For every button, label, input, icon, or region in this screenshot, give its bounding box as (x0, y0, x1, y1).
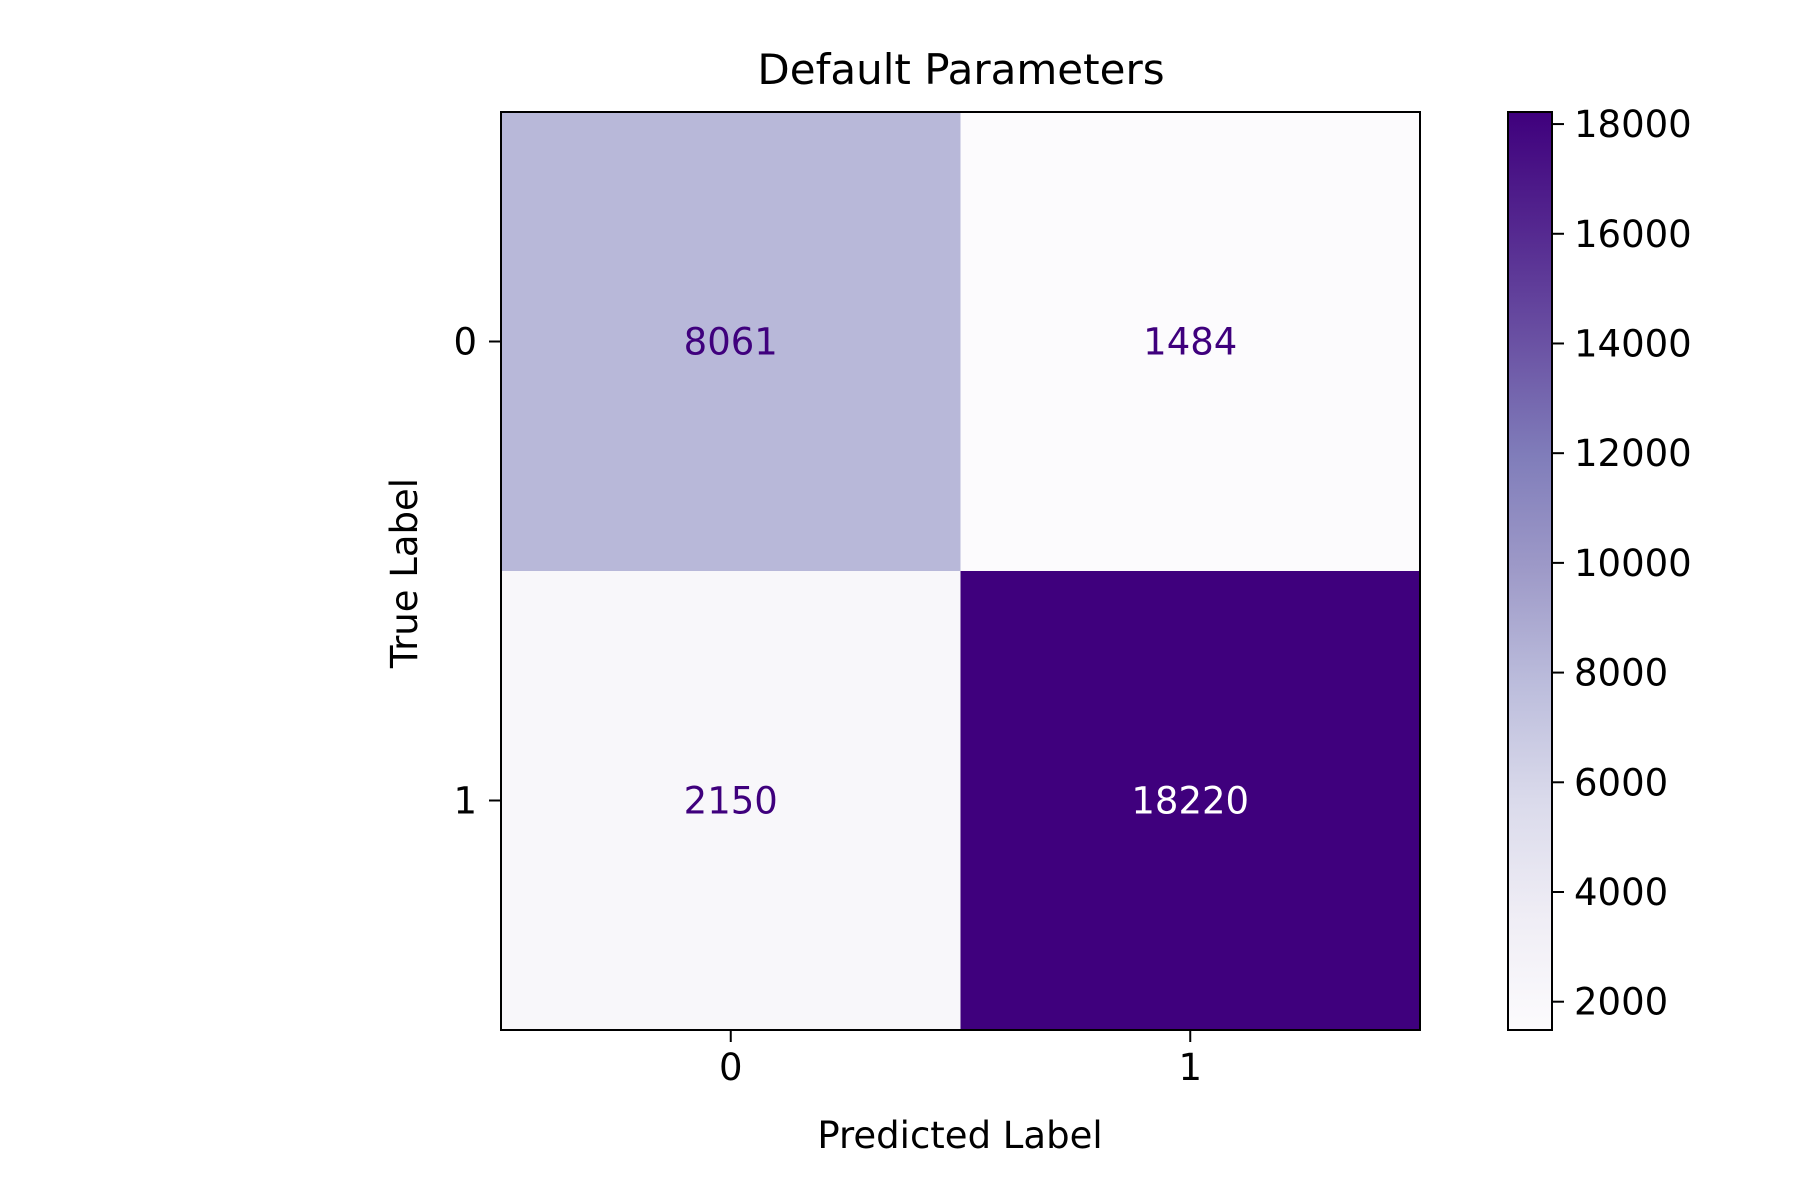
y-axis-label: True Label (383, 478, 426, 669)
x-tick-label: 0 (719, 1046, 743, 1089)
cell-value-label: 8061 (684, 321, 778, 364)
y-tick-label: 1 (453, 780, 477, 823)
colorbar-ticks: 2000 4000 6000 8000 10000 12000 14000 16000 1800… (1552, 103, 1692, 1024)
colorbar-tick-label: 10000 (1574, 542, 1692, 585)
x-tick-label: 1 (1178, 1046, 1202, 1089)
cell-value-label: 18220 (1131, 780, 1249, 823)
heatmap-cell (501, 112, 961, 572)
colorbar (1508, 112, 1552, 1030)
plot-frame (500, 111, 1421, 1031)
chart-title: Default Parameters (757, 45, 1164, 94)
heatmap-cells (501, 112, 1421, 1031)
colorbar-tick-label: 16000 (1574, 213, 1692, 256)
colorbar-frame (1507, 111, 1553, 1031)
cell-labels: 8061 1484 2150 18220 (684, 321, 1249, 823)
colorbar-tick-label: 2000 (1574, 981, 1668, 1024)
y-tick-label: 0 (453, 321, 477, 364)
heatmap-cell (501, 571, 961, 1031)
colorbar-tick-label: 14000 (1574, 322, 1692, 365)
heatmap-cell (960, 571, 1421, 1031)
colorbar-tick-label: 18000 (1574, 103, 1692, 146)
colorbar-tick-label: 4000 (1574, 871, 1668, 914)
colorbar-tick-label: 12000 (1574, 432, 1692, 475)
x-axis-label: Predicted Label (817, 1114, 1102, 1157)
colorbar-tick-label: 6000 (1574, 761, 1668, 804)
heatmap-cell (960, 112, 1421, 572)
cell-value-label: 2150 (684, 780, 778, 823)
colorbar-tick-label: 8000 (1574, 652, 1668, 695)
cell-value-label: 1484 (1143, 321, 1237, 364)
y-axis-ticks: 01 (453, 321, 501, 823)
